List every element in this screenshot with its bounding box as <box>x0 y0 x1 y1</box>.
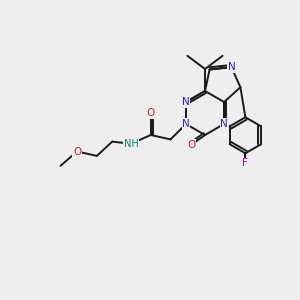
Text: F: F <box>242 158 248 168</box>
Text: N: N <box>228 62 235 72</box>
Text: NH: NH <box>124 139 138 149</box>
Text: N: N <box>220 119 228 129</box>
Text: O: O <box>147 108 155 118</box>
Text: N: N <box>182 97 190 107</box>
Text: O: O <box>187 140 195 150</box>
Text: N: N <box>182 119 190 129</box>
Text: O: O <box>73 146 81 157</box>
